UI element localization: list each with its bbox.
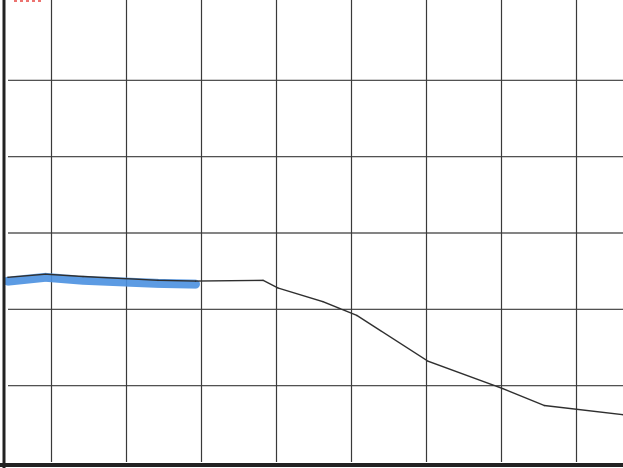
data-point-1 [7,276,9,279]
data-point-5 [194,280,197,282]
data-point-3 [82,275,84,278]
series-layer [7,273,623,416]
data-point-4 [157,279,159,282]
highlight-stroke [3,272,200,289]
series-line-1 [7,273,623,416]
data-point-11 [502,387,504,390]
data-point-10 [427,360,429,363]
highlight-layer [3,272,200,289]
grid [8,0,623,462]
data-point-2 [44,273,47,276]
data-point-8 [322,300,324,303]
data-point-12 [543,404,546,407]
data-point-6 [262,279,264,282]
data-point-9 [355,314,358,317]
data-point-7 [277,287,279,289]
